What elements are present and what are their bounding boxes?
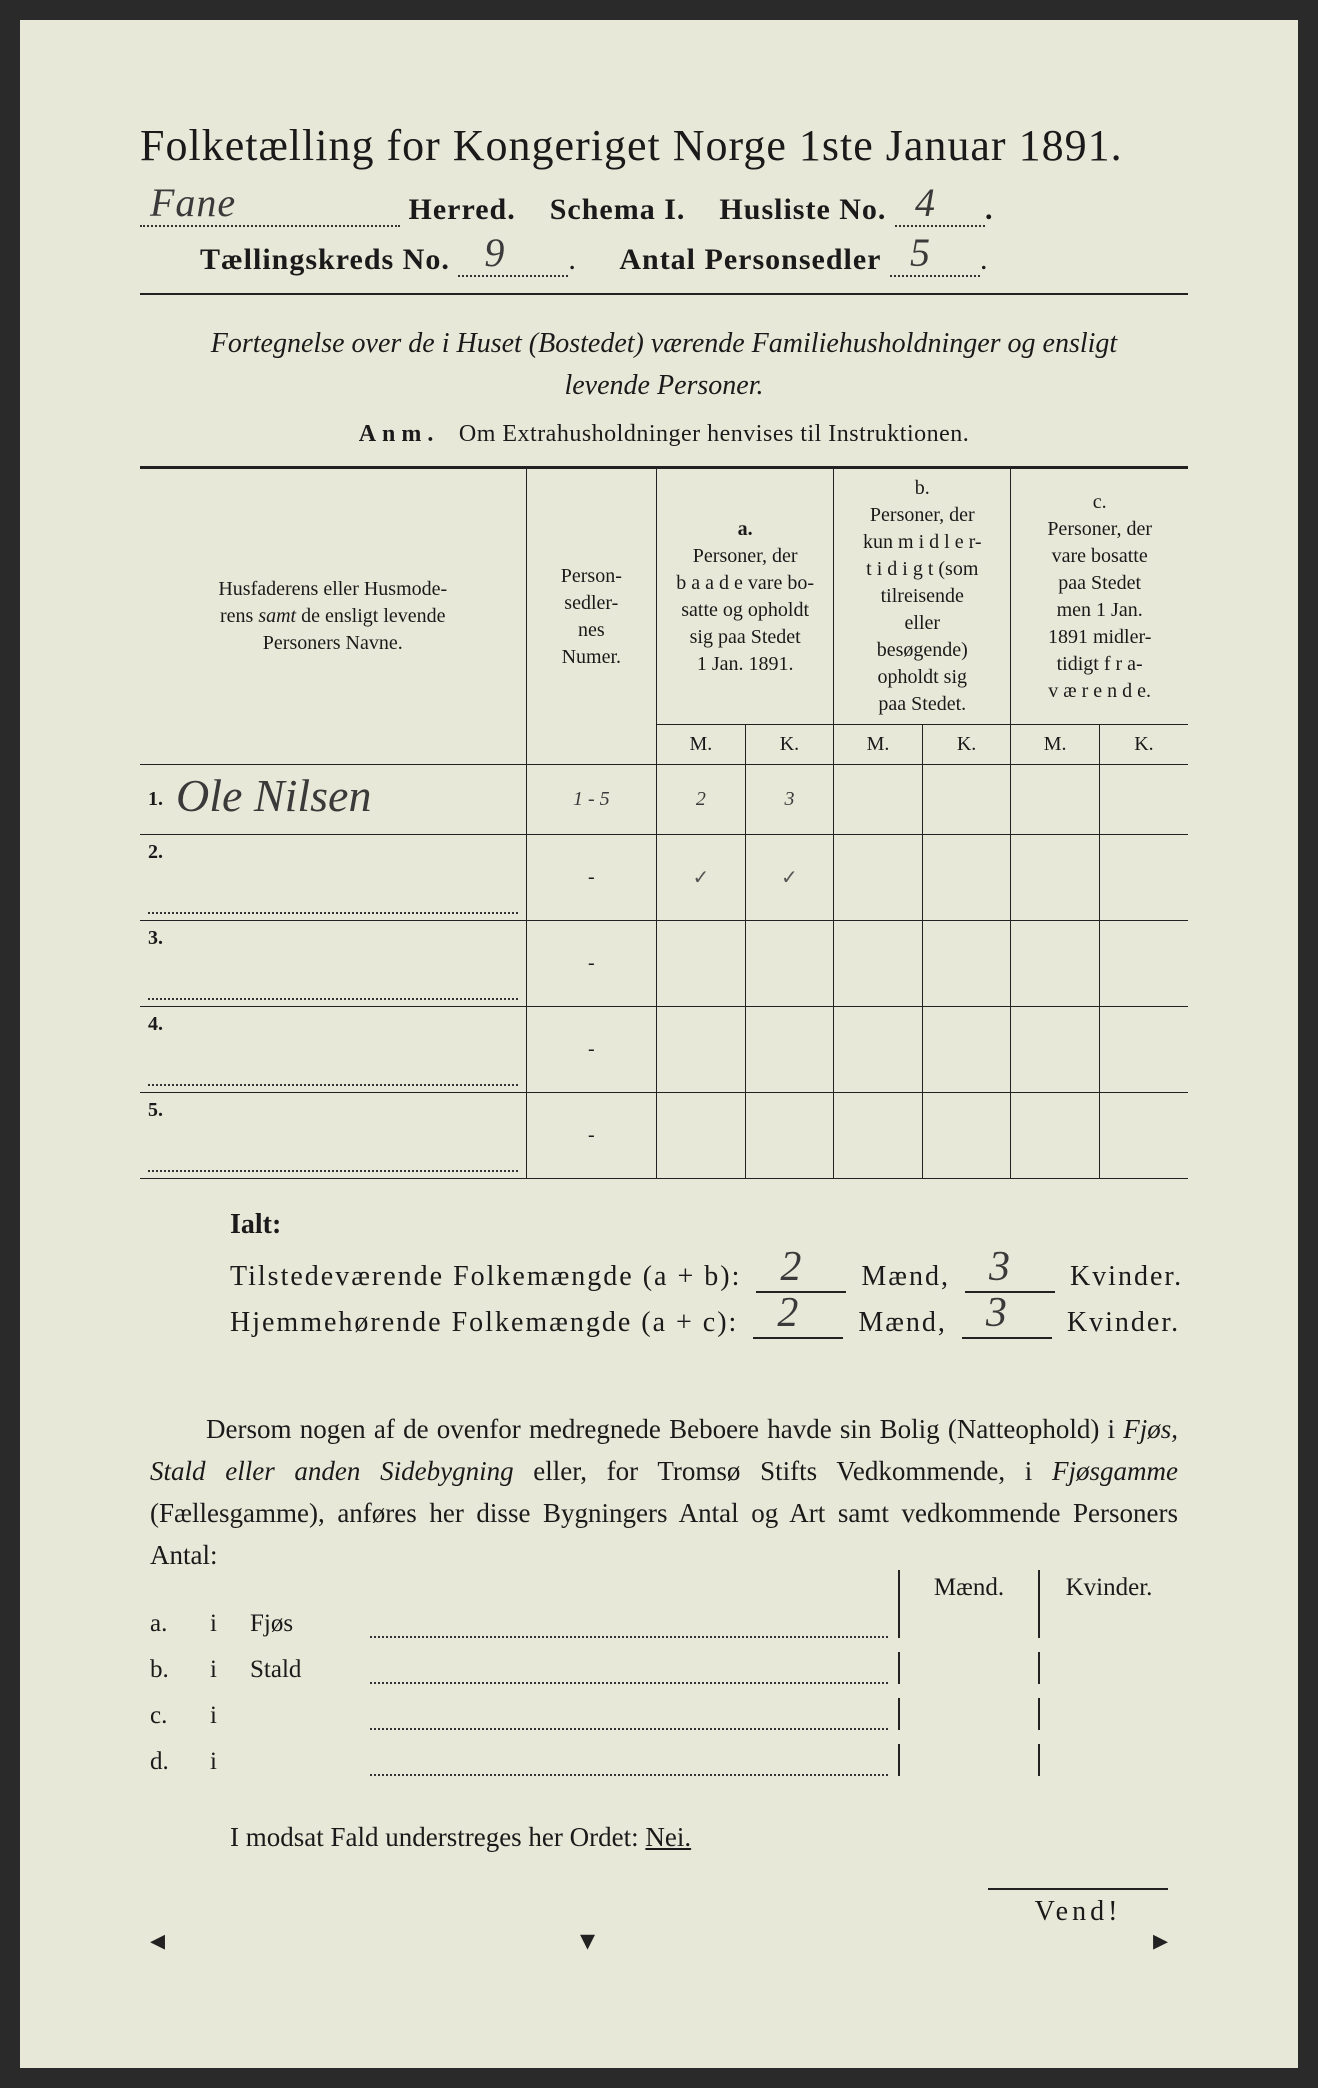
herred-value: Fane xyxy=(150,179,236,226)
vend-label: Vend! xyxy=(988,1888,1168,1928)
row-idx: 3. xyxy=(148,927,163,949)
sum-line-2: Hjemmehørende Folkemængde (a + c): 2 Mæn… xyxy=(230,1305,1188,1339)
row-num: - xyxy=(526,1007,657,1093)
col-c-k: K. xyxy=(1099,725,1188,765)
kvinder-header: Kvinder. xyxy=(1038,1570,1178,1606)
header-line-2: Tællingskreds No. 9 . Antal Personsedler… xyxy=(200,243,1188,277)
row-num: - xyxy=(526,835,657,921)
row-num: 1 - 5 xyxy=(526,765,657,835)
sum-2-m: 2 xyxy=(777,1289,800,1337)
row-idx: 5. xyxy=(148,1099,163,1121)
anm-text: Om Extrahusholdninger henvises til Instr… xyxy=(459,421,969,447)
page-title: Folketælling for Kongeriget Norge 1ste J… xyxy=(140,120,1188,171)
antal-value: 5 xyxy=(910,229,931,276)
mk-header: Mænd. Kvinder. xyxy=(898,1570,1178,1606)
row-name: Ole Nilsen xyxy=(176,769,371,822)
anm-line: Anm. Om Extrahusholdninger henvises til … xyxy=(140,421,1188,448)
registration-mark: ◂ xyxy=(150,1923,165,1958)
col-a-k: K. xyxy=(745,725,834,765)
row-idx: 1. xyxy=(148,788,163,810)
sum-1-m: 2 xyxy=(780,1243,803,1291)
col-b-k: K. xyxy=(922,725,1011,765)
table-row: 3. - xyxy=(140,921,1188,1007)
abcd-row: c. i xyxy=(150,1698,1178,1730)
col-b: b. Personer, derkun m i d l e r-t i d i … xyxy=(834,468,1011,725)
table-row: 4. - xyxy=(140,1007,1188,1093)
husliste-label: Husliste No. xyxy=(719,193,886,226)
col-names: Husfaderens eller Husmode-rens samt de e… xyxy=(140,468,526,765)
schema-label: Schema I. xyxy=(550,193,686,226)
sum-2-k: 3 xyxy=(986,1289,1009,1337)
row-idx: 4. xyxy=(148,1013,163,1035)
abcd-row: b. i Stald xyxy=(150,1652,1178,1684)
maend-header: Mænd. xyxy=(898,1570,1038,1606)
herred-label: Herred. xyxy=(409,193,516,226)
ialt-label: Ialt: xyxy=(230,1209,1188,1241)
sum-line-1: Tilstedeværende Folkemængde (a + b): 2 M… xyxy=(230,1259,1188,1293)
col-a-m: M. xyxy=(657,725,746,765)
subtitle: Fortegnelse over de i Huset (Bostedet) v… xyxy=(170,323,1158,407)
check-ak: ✓ xyxy=(745,835,834,921)
table-row: 1. Ole Nilsen 1 - 5 2 3 xyxy=(140,765,1188,835)
row-num: - xyxy=(526,921,657,1007)
col-num: Person-sedler-nesNumer. xyxy=(526,468,657,765)
col-a: a. Personer, derb a a d e vare bo-satte … xyxy=(657,468,834,725)
household-table: Husfaderens eller Husmode-rens samt de e… xyxy=(140,466,1188,1179)
abcd-row: a. i Fjøs xyxy=(150,1606,1178,1638)
row-idx: 2. xyxy=(148,841,163,863)
antal-label: Antal Personsedler xyxy=(619,243,881,276)
nei-word: Nei. xyxy=(645,1822,691,1852)
kreds-value: 9 xyxy=(484,229,505,276)
kreds-label: Tællingskreds No. xyxy=(200,243,450,276)
building-list: Mænd. Kvinder. a. i Fjøs b. i Stald c. i… xyxy=(150,1606,1178,1776)
divider xyxy=(140,293,1188,295)
row-am: 2 xyxy=(657,765,746,835)
registration-mark: ▸ xyxy=(1153,1923,1168,1958)
col-c: c. Personer, dervare bosattepaa Stedetme… xyxy=(1011,468,1188,725)
census-form-page: Folketælling for Kongeriget Norge 1ste J… xyxy=(20,20,1298,2068)
totals-block: Ialt: Tilstedeværende Folkemængde (a + b… xyxy=(230,1209,1188,1339)
row-num: - xyxy=(526,1093,657,1179)
modsat-line: I modsat Fald understreges her Ordet: Ne… xyxy=(230,1822,1178,1853)
row-ak: 3 xyxy=(745,765,834,835)
anm-label: Anm. xyxy=(359,421,440,447)
col-c-m: M. xyxy=(1011,725,1100,765)
check-am: ✓ xyxy=(657,835,746,921)
sum-1-k: 3 xyxy=(989,1243,1012,1291)
husliste-value: 4 xyxy=(915,179,936,226)
registration-mark: ▾ xyxy=(580,1923,595,1958)
instruction-paragraph: Dersom nogen af de ovenfor medregnede Be… xyxy=(150,1409,1178,1576)
col-b-m: M. xyxy=(834,725,923,765)
table-row: 2. - ✓ ✓ xyxy=(140,835,1188,921)
abcd-row: d. i xyxy=(150,1744,1178,1776)
header-line-1: Fane Herred. Schema I. Husliste No. 4 . xyxy=(140,193,1188,227)
table-row: 5. - xyxy=(140,1093,1188,1179)
